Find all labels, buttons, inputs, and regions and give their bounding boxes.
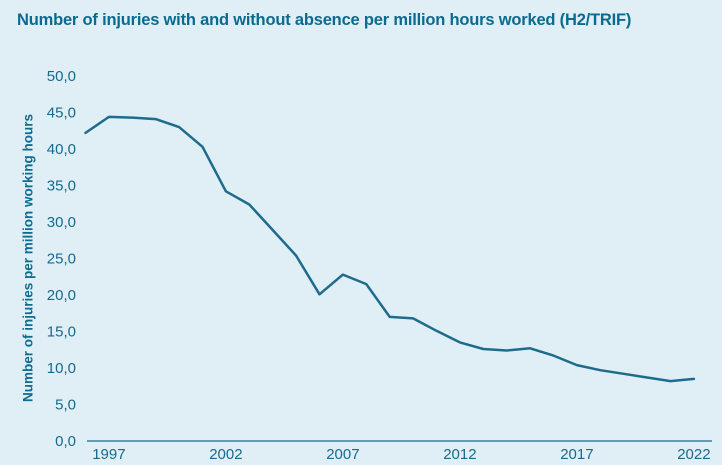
y-tick-label: 20,0 <box>47 287 76 304</box>
x-tick-label: 2017 <box>560 446 593 463</box>
chart-title: Number of injuries with and without abse… <box>17 11 632 29</box>
y-tick-label: 15,0 <box>47 324 76 341</box>
trif-trend-line <box>84 115 696 383</box>
x-tick-label: 1997 <box>92 446 125 463</box>
y-tick-label: 5,0 <box>55 397 76 414</box>
x-tick-label: 2022 <box>677 446 710 463</box>
y-tick-label: 50,0 <box>47 68 76 85</box>
y-tick-label: 30,0 <box>47 214 76 231</box>
y-tick-label: 0,0 <box>55 433 76 450</box>
x-tick-label: 2002 <box>209 446 242 463</box>
y-tick-label: 10,0 <box>47 360 76 377</box>
y-axis-title: Number of injuries per million working h… <box>20 113 36 403</box>
y-tick-label: 40,0 <box>47 141 76 158</box>
x-tick-label: 2007 <box>326 446 359 463</box>
y-tick-label: 45,0 <box>47 105 76 122</box>
y-tick-label: 35,0 <box>47 178 76 195</box>
x-tick-label: 2012 <box>443 446 476 463</box>
y-tick-label: 25,0 <box>47 251 76 268</box>
